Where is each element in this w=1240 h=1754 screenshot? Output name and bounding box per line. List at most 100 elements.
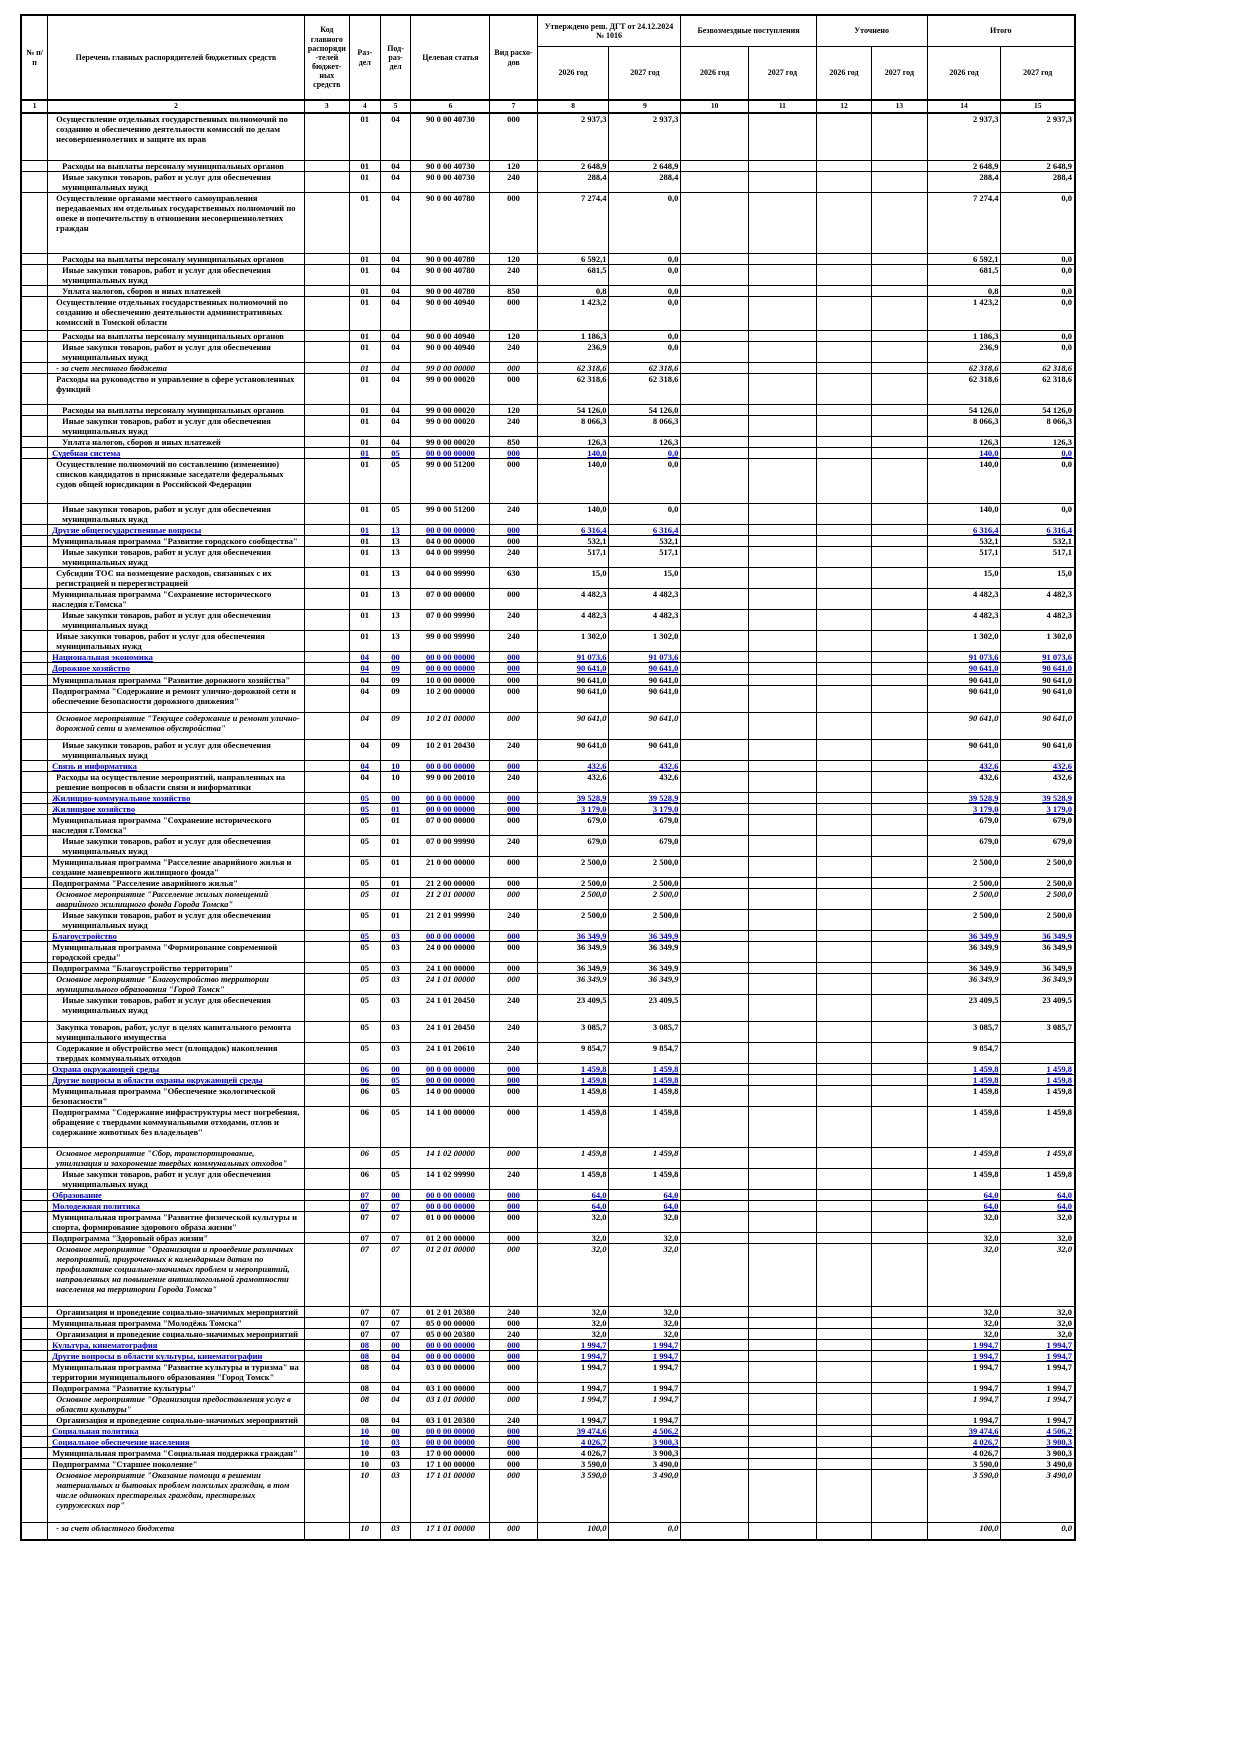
target-article-cell: 17 1 00 00000 (410, 1458, 491, 1471)
gratuitous-2027-cell (748, 1350, 817, 1363)
row-description: Подпрограмма "Здоровый образ жизни" (47, 1232, 305, 1245)
podrazdel-cell: 03 (379, 1447, 412, 1460)
gratuitous-2027-cell (748, 1414, 817, 1427)
grbs-code-cell (303, 567, 350, 590)
approved-2027-cell: 4 506,2 (608, 1425, 682, 1438)
expense-type-cell: 000 (489, 362, 538, 375)
target-article-cell: 99 0 00 00020 (410, 436, 491, 449)
gratuitous-2026-cell (680, 362, 750, 375)
gratuitous-2026-cell (680, 887, 750, 910)
expense-type-cell: 000 (489, 1436, 538, 1449)
num-col (20, 738, 49, 761)
grbs-code-cell (303, 1147, 350, 1170)
updated-2026-cell (815, 447, 873, 460)
approved-2027-cell: 679,0 (608, 813, 682, 836)
target-article-cell: 14 1 02 99990 (410, 1168, 491, 1191)
num-col (20, 458, 49, 505)
table-row: Основное мероприятие "Организация предос… (20, 1393, 1076, 1416)
gratuitous-2027-cell (748, 1211, 817, 1234)
row-description: Иные закупки товаров, работ и услуг для … (47, 264, 305, 287)
grbs-code-cell (303, 855, 350, 878)
total-2026-cell: 681,5 (926, 264, 1002, 287)
razdel-cell: 10 (348, 1436, 381, 1449)
gratuitous-2027-cell (748, 1458, 817, 1471)
gratuitous-2026-cell (680, 192, 750, 255)
grbs-code-cell (303, 112, 350, 161)
total-2026-cell: 32,0 (926, 1306, 1002, 1319)
razdel-cell: 01 (348, 415, 381, 438)
total-2027-cell: 0,0 (1000, 264, 1076, 287)
approved-2026-cell: 23 409,5 (536, 993, 610, 1022)
gratuitous-2026-cell (680, 929, 750, 942)
approved-2027-cell: 32,0 (608, 1211, 682, 1234)
target-article-cell: 00 0 00 00000 (410, 791, 491, 804)
approved-2026-cell: 6 316,4 (536, 524, 610, 537)
total-2027-cell: 2 937,3 (1000, 112, 1076, 161)
updated-2026-cell (815, 588, 873, 611)
total-2027-cell: 2 500,0 (1000, 855, 1076, 878)
gratuitous-2026-cell (680, 1317, 750, 1330)
grbs-code-cell (303, 961, 350, 974)
row-description: Расходы на выплаты персоналу муниципальн… (47, 404, 305, 417)
total-2027-cell: 0,0 (1000, 330, 1076, 343)
row-description: Уплата налогов, сборов и иных платежей (47, 285, 305, 298)
approved-2027-cell: 36 349,9 (608, 929, 682, 942)
gratuitous-2027-cell (748, 1168, 817, 1191)
expense-type-cell: 000 (489, 1062, 538, 1075)
gratuitous-2026-cell (680, 609, 750, 632)
grbs-code-cell (303, 929, 350, 942)
expense-type-cell: 000 (489, 192, 538, 255)
total-2026-cell: 1 459,8 (926, 1106, 1002, 1149)
approved-2027-cell: 0,0 (608, 285, 682, 298)
approved-2026-cell: 1 459,8 (536, 1073, 610, 1086)
target-article-cell: 00 0 00 00000 (410, 759, 491, 772)
approved-2026-cell: 90 641,0 (536, 711, 610, 740)
updated-2026-cell (815, 1211, 873, 1234)
year-header: 2027 год (608, 46, 682, 101)
table-row: Подпрограмма "Благоустройство территории… (20, 961, 1076, 974)
table-row: Основное мероприятие "Благоустройство те… (20, 972, 1076, 995)
grbs-code-cell (303, 1414, 350, 1427)
budget-table: № п/п Перечень главных распорядителей бю… (20, 14, 1076, 1542)
total-2027-cell: 288,4 (1000, 171, 1076, 194)
year-header: 2027 год (1000, 46, 1076, 101)
total-2026-cell: 62 318,6 (926, 362, 1002, 375)
gratuitous-2027-cell (748, 738, 817, 761)
podrazdel-cell: 05 (379, 1168, 412, 1191)
target-article-cell: 21 2 01 99990 (410, 908, 491, 931)
row-description: Другие вопросы в области культуры, кинем… (47, 1350, 305, 1363)
approved-2027-cell: 0,0 (608, 458, 682, 505)
total-2027-cell: 64,0 (1000, 1200, 1076, 1213)
total-2026-cell: 679,0 (926, 813, 1002, 836)
podrazdel-cell: 09 (379, 684, 412, 713)
row-description: Основное мероприятие "Текущее содержание… (47, 711, 305, 740)
gratuitous-2027-cell (748, 1189, 817, 1202)
row-description: Подпрограмма "Содержание и ремонт улично… (47, 684, 305, 713)
gratuitous-2027-cell (748, 759, 817, 772)
target-article-cell: 10 2 00 00000 (410, 684, 491, 713)
column-number-row: 1 2 3 4 5 6 7 8 9 10 11 12 13 14 15 (20, 99, 1076, 114)
table-row: Муниципальная программа "Расселение авар… (20, 855, 1076, 878)
grbs-code-cell (303, 684, 350, 713)
row-description: Иные закупки товаров, работ и услуг для … (47, 993, 305, 1022)
expense-type-cell: 000 (489, 1317, 538, 1330)
row-description: Подпрограмма "Расселение аварийного жиль… (47, 876, 305, 889)
approved-2027-cell: 3 900,3 (608, 1436, 682, 1449)
expense-type-cell: 240 (489, 503, 538, 526)
approved-2027-cell: 64,0 (608, 1189, 682, 1202)
row-description: Расходы на выплаты персоналу муниципальн… (47, 159, 305, 173)
gratuitous-2026-cell (680, 503, 750, 526)
gratuitous-2027-cell (748, 1328, 817, 1341)
num-col (20, 535, 49, 548)
grbs-code-cell (303, 1168, 350, 1191)
num-col (20, 1458, 49, 1471)
approved-2026-cell: 0,8 (536, 285, 610, 298)
total-2027-cell: 32,0 (1000, 1317, 1076, 1330)
target-article-cell: 21 2 00 00000 (410, 876, 491, 889)
gratuitous-2027-cell (748, 341, 817, 364)
updated-2026-cell (815, 404, 873, 417)
razdel-cell: 01 (348, 285, 381, 298)
num-col (20, 1328, 49, 1341)
podrazdel-cell: 01 (379, 802, 412, 815)
podrazdel-cell: 04 (379, 1393, 412, 1416)
